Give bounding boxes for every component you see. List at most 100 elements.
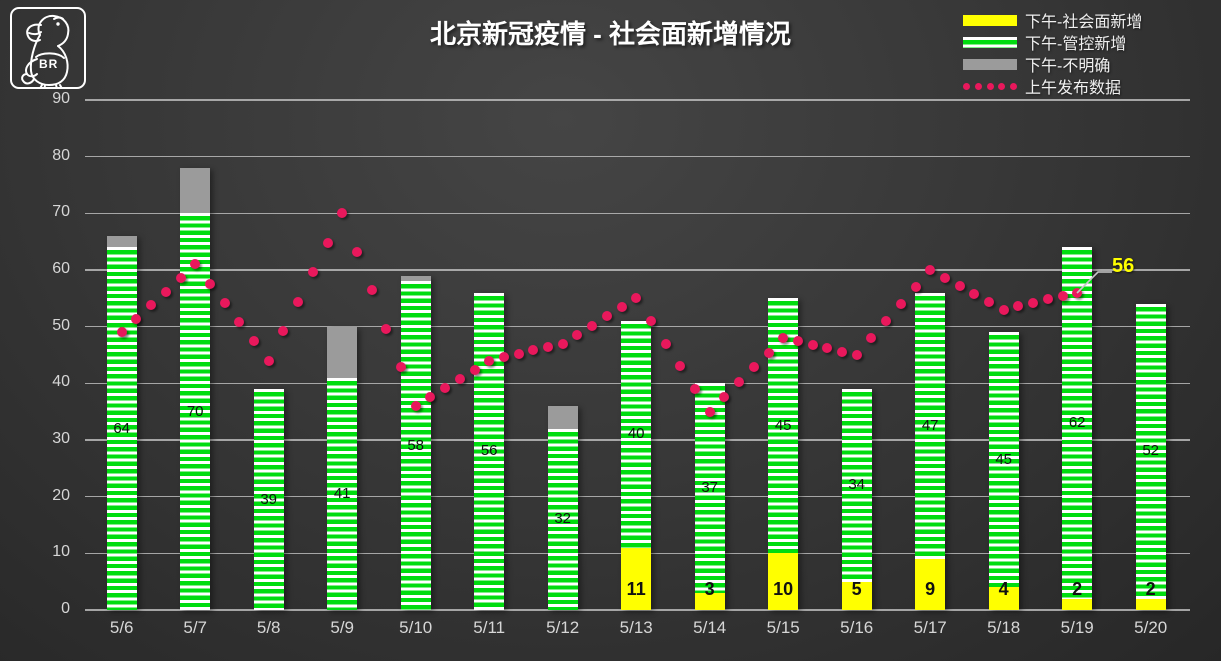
morning-data-dot bbox=[1042, 294, 1053, 305]
bar-value-label-green: 45 bbox=[774, 416, 792, 434]
bar-segment-unclear bbox=[327, 326, 358, 378]
bar-value-label-yellow: 3 bbox=[704, 579, 715, 599]
bar-value-label-green: 52 bbox=[1142, 442, 1160, 460]
y-axis-tick-label: 90 bbox=[52, 90, 70, 107]
y-axis-tick-label: 60 bbox=[52, 260, 70, 277]
bar-value-label-green: 40 bbox=[627, 425, 645, 443]
morning-data-dot bbox=[219, 297, 230, 308]
morning-data-dot bbox=[822, 343, 833, 354]
morning-data-dot bbox=[175, 272, 186, 283]
morning-data-dot bbox=[528, 345, 539, 356]
morning-data-dot bbox=[910, 282, 921, 292]
bar-5/9 bbox=[327, 326, 358, 610]
morning-data-dot bbox=[543, 342, 553, 353]
legend-label: 下午-社会面新增 bbox=[1025, 14, 1143, 31]
morning-data-dot bbox=[587, 320, 598, 331]
morning-data-dot bbox=[557, 338, 568, 349]
bar-segment-controlled bbox=[400, 281, 431, 610]
x-axis-tick-label: 5/16 bbox=[840, 618, 874, 637]
legend-label: 下午-不明确 bbox=[1025, 58, 1111, 75]
bar-5/16 bbox=[841, 389, 872, 610]
bar-segment-controlled bbox=[547, 428, 578, 610]
bar-segment-community bbox=[621, 547, 652, 610]
bar-segment-controlled bbox=[253, 389, 284, 610]
x-axis-tick-label: 5/11 bbox=[473, 618, 506, 637]
morning-data-dot bbox=[146, 300, 157, 311]
bar-5/14 bbox=[694, 383, 725, 610]
morning-data-dot bbox=[616, 302, 627, 313]
bar-value-label-green: 37 bbox=[701, 479, 719, 497]
y-axis-tick-label: 80 bbox=[52, 146, 70, 164]
y-axis-tick-label: 10 bbox=[52, 543, 70, 561]
bar-segment-controlled bbox=[1062, 247, 1093, 599]
bar-segment-controlled bbox=[694, 383, 725, 593]
gridline-y60 bbox=[85, 269, 1190, 271]
y-axis-tick-label: 50 bbox=[52, 316, 70, 334]
morning-data-dot bbox=[351, 246, 362, 257]
logo-text: BR bbox=[39, 57, 59, 71]
bar-value-label-green: 56 bbox=[480, 442, 498, 460]
morning-data-dot bbox=[881, 316, 892, 326]
bar-segment-controlled bbox=[474, 292, 505, 610]
morning-data-dot bbox=[337, 208, 348, 219]
legend-label: 上午发布数据 bbox=[1025, 80, 1122, 97]
bar-segment-community bbox=[988, 587, 1019, 610]
x-axis-tick-label: 5/14 bbox=[693, 618, 727, 637]
x-axis-tick-label: 5/12 bbox=[546, 618, 580, 637]
morning-data-dot bbox=[601, 311, 612, 322]
morning-data-dot bbox=[792, 336, 803, 347]
morning-data-dot bbox=[851, 350, 862, 360]
bar-5/17 bbox=[915, 292, 946, 610]
bar-value-label-yellow: 10 bbox=[773, 579, 794, 599]
gridline-y80 bbox=[85, 155, 1190, 158]
morning-data-dot bbox=[719, 391, 730, 402]
morning-data-dot bbox=[131, 313, 142, 324]
bar-5/10 bbox=[400, 275, 431, 610]
annotation-callout-line bbox=[1076, 271, 1112, 294]
bar-value-label-green: 47 bbox=[921, 416, 939, 434]
bar-segment-controlled bbox=[988, 332, 1019, 588]
morning-data-dot bbox=[998, 304, 1009, 315]
morning-data-dot bbox=[1028, 297, 1039, 308]
morning-data-dot bbox=[278, 326, 289, 337]
morning-data-dot bbox=[690, 384, 700, 394]
gridline-y90 bbox=[85, 99, 1190, 101]
morning-data-dot bbox=[204, 278, 215, 289]
morning-data-dot bbox=[249, 336, 259, 347]
morning-data-dot bbox=[734, 377, 745, 388]
morning-data-dot bbox=[498, 352, 509, 363]
morning-data-dot bbox=[925, 265, 936, 275]
gridline-y0 bbox=[85, 609, 1190, 611]
legend-swatch-green-stripes bbox=[963, 36, 1017, 48]
legend-item-community: 下午-社会面新增 bbox=[963, 9, 1142, 31]
legend-item-morning-data: 上午发布数据 bbox=[963, 75, 1142, 97]
bar-segment-community bbox=[694, 592, 725, 610]
y-axis-tick-label: 20 bbox=[52, 486, 70, 504]
bar-value-label-green: 41 bbox=[333, 484, 351, 502]
morning-data-dot bbox=[763, 347, 774, 358]
morning-data-dot bbox=[631, 293, 642, 304]
gridline-y70 bbox=[85, 212, 1190, 215]
morning-data-dot bbox=[425, 391, 436, 402]
bar-segment-unclear bbox=[180, 168, 211, 214]
x-axis-tick-label: 5/7 bbox=[183, 618, 207, 637]
x-axis-tick-label: 5/19 bbox=[1060, 618, 1094, 637]
legend-item-controlled: 下午-管控新增 bbox=[963, 31, 1142, 53]
x-axis-tick-label: 5/10 bbox=[399, 618, 433, 637]
bar-segment-unclear bbox=[547, 406, 578, 429]
bar-value-label-green: 39 bbox=[260, 490, 278, 508]
morning-data-dot bbox=[837, 346, 847, 357]
bar-value-label-green: 64 bbox=[113, 419, 131, 437]
annotation-value: 56 bbox=[1112, 255, 1135, 277]
morning-data-dot bbox=[396, 362, 406, 373]
bar-value-label-green: 32 bbox=[554, 510, 572, 528]
bar-value-label-green: 45 bbox=[995, 450, 1013, 468]
bar-value-label-green: 62 bbox=[1068, 414, 1086, 431]
morning-data-dot bbox=[469, 364, 480, 375]
y-axis-tick-label: 0 bbox=[61, 600, 70, 617]
morning-data-dot bbox=[234, 317, 245, 328]
bar-value-label-green: 70 bbox=[186, 402, 204, 420]
morning-data-dot bbox=[440, 382, 451, 393]
morning-data-dot bbox=[969, 288, 980, 299]
bar-segment-controlled bbox=[327, 377, 358, 610]
